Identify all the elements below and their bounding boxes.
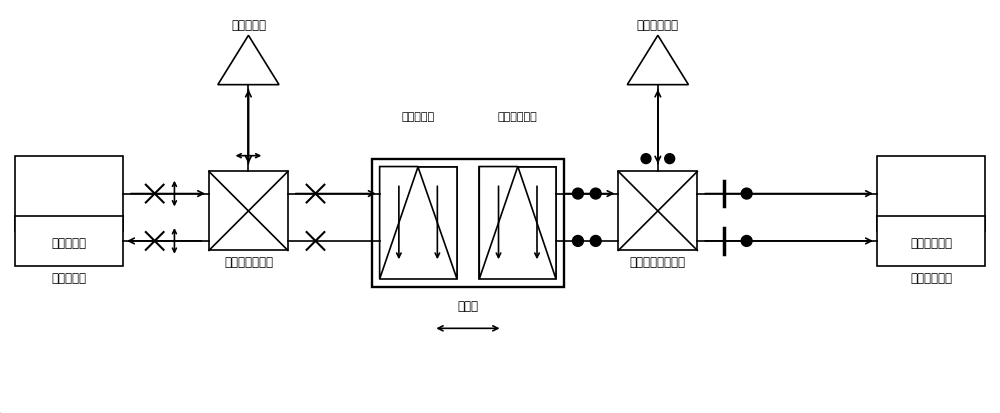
Text: 标准偏振分光镜: 标准偏振分光镜	[224, 256, 273, 269]
Circle shape	[741, 189, 752, 199]
Bar	[15, 157, 123, 232]
Text: 标准参考镜: 标准参考镜	[231, 19, 266, 32]
Circle shape	[641, 154, 651, 164]
Circle shape	[573, 236, 583, 247]
Polygon shape	[627, 36, 688, 85]
Circle shape	[590, 189, 601, 199]
Bar	[372, 159, 564, 287]
Circle shape	[741, 236, 752, 247]
Circle shape	[590, 236, 601, 247]
Polygon shape	[380, 167, 418, 279]
Text: 标准测量镜: 标准测量镜	[402, 112, 435, 122]
Text: 被校准激光器: 被校准激光器	[910, 236, 952, 249]
Bar	[209, 172, 288, 251]
Text: 被校准参考镜: 被校准参考镜	[637, 19, 679, 32]
Bar	[15, 217, 123, 266]
Polygon shape	[518, 167, 556, 279]
Circle shape	[665, 154, 675, 164]
Bar	[877, 217, 985, 266]
Text: 标准接收器: 标准接收器	[51, 271, 86, 284]
Text: 被校准偏振分光镜: 被校准偏振分光镜	[630, 256, 686, 269]
Bar	[380, 167, 457, 279]
Text: 运动台: 运动台	[457, 299, 478, 312]
Polygon shape	[218, 36, 279, 85]
Circle shape	[573, 189, 583, 199]
Bar	[479, 167, 556, 279]
Text: 标准激光器: 标准激光器	[51, 236, 86, 249]
Bar	[877, 157, 985, 232]
Bar	[618, 172, 697, 251]
Text: 被校准接收器: 被校准接收器	[910, 271, 952, 284]
Text: 被校准测量镜: 被校准测量镜	[498, 112, 538, 122]
Polygon shape	[479, 167, 518, 279]
Polygon shape	[418, 167, 457, 279]
